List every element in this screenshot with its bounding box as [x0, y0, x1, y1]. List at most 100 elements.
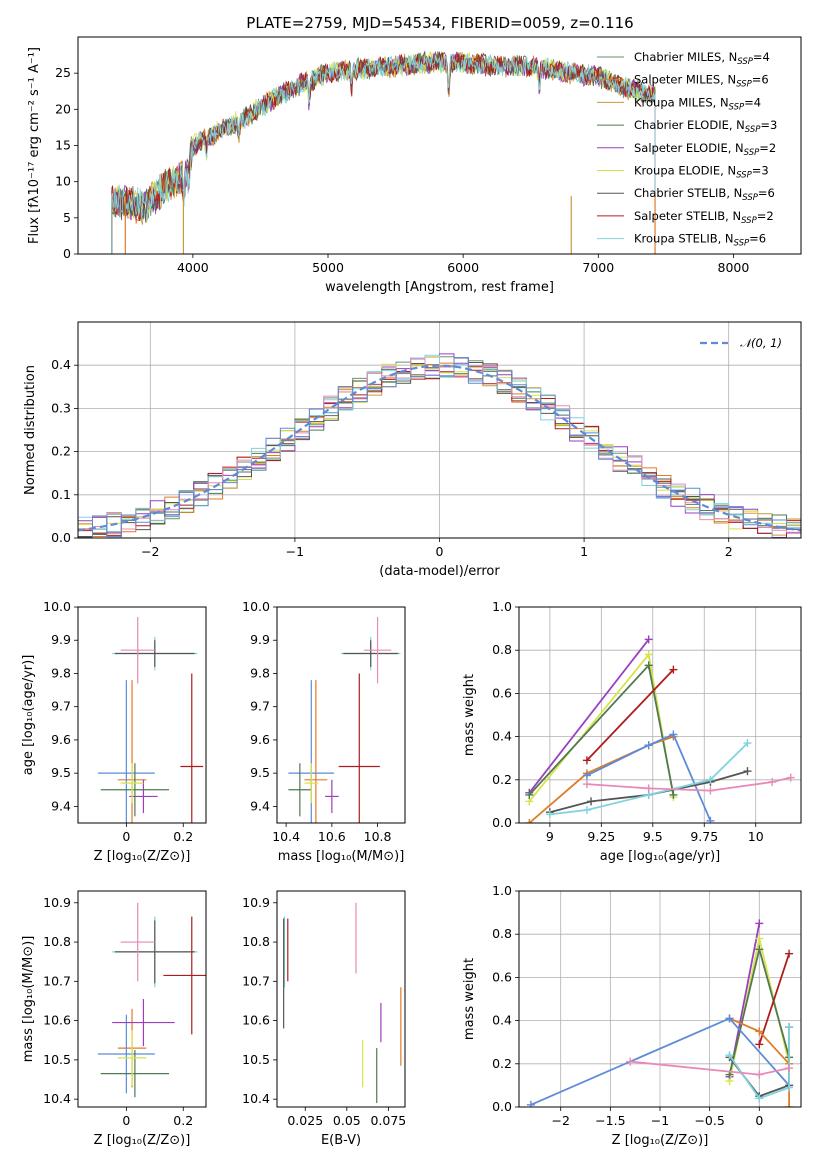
error-bar-point — [288, 763, 312, 817]
legend-entry: Salpeter MILES, NSSP=6 — [634, 73, 769, 90]
legend-count: =2 — [759, 141, 776, 155]
error-bar-point — [129, 779, 158, 814]
y-tick-label: 9.4 — [51, 798, 71, 813]
y-tick-label: 0.2 — [492, 1056, 512, 1071]
y-tick-label: 10.4 — [43, 1091, 71, 1106]
legend-name: Kroupa ELODIE, N — [634, 164, 736, 178]
legend-name: Salpeter MILES, N — [634, 73, 736, 87]
plus-marker — [785, 949, 794, 958]
plus-marker — [582, 771, 591, 780]
y-tick-label: 9.9 — [250, 632, 270, 647]
legend-count: =6 — [752, 73, 769, 87]
legend-name: Kroupa MILES, N — [634, 95, 729, 109]
plus-marker — [725, 1051, 734, 1060]
legend-name: Salpeter STELIB, N — [634, 209, 741, 223]
y-axis-label: mass weight — [462, 674, 477, 756]
y-axis-label: mass weight — [462, 958, 477, 1040]
y-tick-label: 9.9 — [51, 632, 71, 647]
mass-weight-vs-age-panel: 9 9.25 9.5 9.75 10 0.0 0.2 0.4 0.6 0.8 1.0 age [log… — [462, 599, 802, 864]
legend-count: =3 — [752, 164, 769, 178]
legend-name: Chabrier ELODIE, N — [634, 118, 745, 132]
error-bar-point — [304, 763, 319, 804]
x-tick-label: 0.2 — [173, 829, 193, 844]
error-bar-point — [120, 763, 144, 804]
x-tick-label: 7000 — [582, 260, 614, 275]
axes-frame — [518, 890, 802, 1108]
legend-subscript: SSP — [736, 171, 752, 181]
y-tick-label: 25 — [55, 65, 71, 80]
error-bar-point — [120, 902, 155, 982]
plus-marker — [525, 790, 534, 799]
plus-marker — [706, 786, 715, 795]
x-axis-label: Z [log₁₀(Z/Z⊙)] — [612, 1133, 709, 1148]
y-tick-label: 0.0 — [492, 1099, 512, 1114]
error-bar-point — [114, 920, 195, 984]
x-axis-label: (data-model)/error — [379, 564, 500, 579]
axes-frame — [518, 606, 802, 824]
y-tick-label: 9.8 — [250, 665, 270, 680]
y-tick-label: 10.8 — [43, 934, 71, 949]
x-tick-label: 6000 — [447, 260, 479, 275]
error-bar-point — [338, 673, 380, 823]
y-tick-label: 10.7 — [43, 973, 71, 988]
x-tick-label: 10 — [748, 829, 764, 844]
y-tick-label: 0.4 — [492, 1013, 512, 1028]
plus-marker — [785, 1103, 794, 1107]
x-tick-label: 9.5 — [643, 829, 663, 844]
x-axis-label: age [log₁₀(age/yr)] — [600, 849, 721, 864]
axes-frame — [77, 890, 207, 1108]
x-tick-label: 9.25 — [587, 829, 615, 844]
x-tick-label: 10.8 — [364, 829, 392, 844]
x-tick-label: 2 — [725, 544, 733, 559]
plus-marker — [582, 756, 591, 765]
x-axis-label: Z [log₁₀(Z/Z⊙)] — [94, 1133, 191, 1148]
legend-entry: Kroupa STELIB, NSSP=6 — [634, 232, 766, 249]
y-tick-label: 10.8 — [242, 934, 270, 949]
mass-weight-series-line — [758, 953, 790, 1045]
mass-vs-ebv-panel: 0.025 0.05 0.075 10.4 10.5 10.6 10.7 10.8 10.9 E(… — [242, 890, 406, 1148]
plus-marker — [644, 635, 653, 644]
y-tick-label: 9.7 — [51, 699, 71, 714]
error-bar-point — [163, 916, 206, 1035]
legend-count: =6 — [758, 186, 775, 200]
y-axis-label: Flux [fλ10⁻¹⁷ erg cm⁻² s⁻¹ A⁻¹] — [27, 47, 42, 244]
plus-marker — [545, 810, 554, 819]
y-tick-label: 0.6 — [492, 685, 512, 700]
plus-marker — [786, 773, 795, 782]
legend-subscript: SSP — [741, 216, 757, 226]
histogram-step-line — [78, 357, 801, 538]
normal-reference-curve — [78, 364, 801, 532]
x-tick-label: 0.2 — [173, 1113, 193, 1128]
spectrum-panel: 4000 5000 6000 7000 8000 0 5 10 15 20 25 wavelength… — [27, 36, 802, 295]
y-tick-label: 0.2 — [492, 772, 512, 787]
legend-count: =6 — [749, 232, 766, 246]
y-tick-label: 10.7 — [242, 973, 270, 988]
mass-weight-series-line — [586, 668, 675, 762]
error-bar-point — [325, 779, 339, 814]
legend-entry: Chabrier MILES, NSSP=4 — [634, 50, 770, 67]
y-tick-label: 10.9 — [43, 895, 71, 910]
y-tick-label: 1.0 — [492, 883, 512, 898]
plus-marker — [725, 1014, 734, 1023]
mass-weight-vs-metallicity-panel: −2 −1.5 −1 −0.5 0 0.0 0.2 0.4 0.6 0.8 1.0 Z [log₁₀(… — [462, 883, 802, 1148]
legend-subscript: SSP — [745, 125, 761, 135]
mass-weight-series-line — [728, 1027, 790, 1100]
plus-marker — [644, 784, 653, 793]
plus-marker — [669, 790, 678, 799]
plus-marker — [785, 1023, 794, 1032]
y-tick-label: 15 — [55, 138, 71, 153]
y-tick-label: 10.0 — [43, 599, 71, 614]
mass-vs-metallicity-panel: 0 0.2 10.4 10.5 10.6 10.7 10.8 10.9 Z [log₁₀(Z/Z… — [21, 890, 207, 1148]
axes-frame — [77, 321, 802, 539]
legend-count: =2 — [757, 209, 774, 223]
x-tick-label: −1.5 — [595, 1113, 625, 1128]
error-bar-point — [363, 616, 392, 684]
legend-entry: Kroupa MILES, NSSP=4 — [634, 95, 761, 112]
x-tick-label: −1 — [651, 1113, 669, 1128]
y-tick-label: 9.4 — [250, 798, 270, 813]
spectrum-series-line — [111, 51, 656, 254]
plus-marker — [743, 767, 752, 776]
error-bar-point — [97, 680, 155, 823]
mass-weight-series-line — [586, 733, 712, 822]
